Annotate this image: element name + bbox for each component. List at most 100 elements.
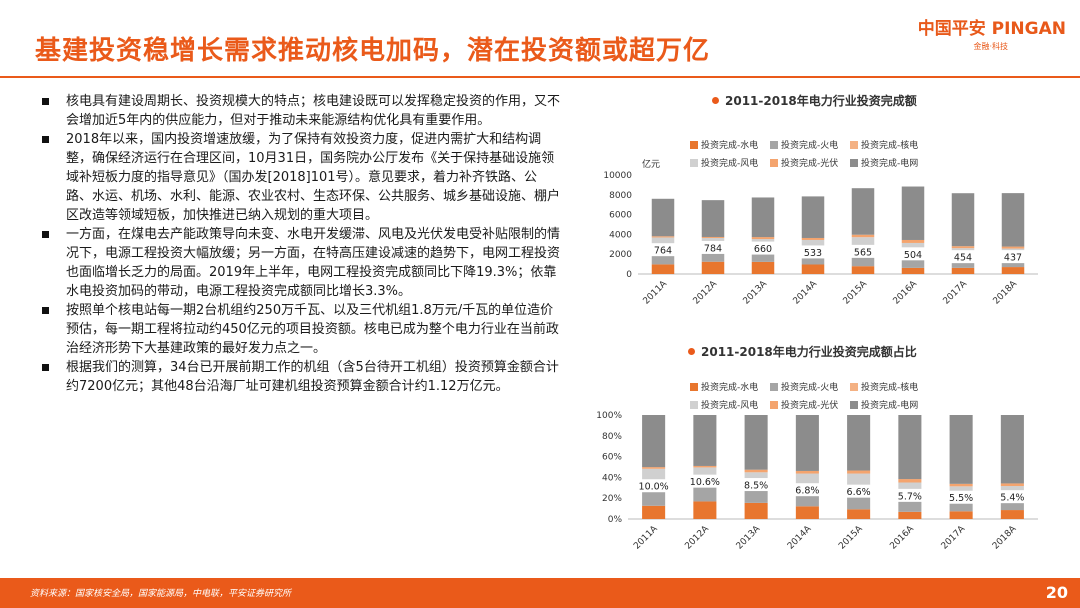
chart2-data-label-bg bbox=[894, 488, 926, 502]
chart1-x-tick-label: 2011A bbox=[641, 278, 669, 306]
chart2-bar-segment bbox=[744, 472, 768, 481]
chart2-bar-segment bbox=[642, 468, 666, 482]
chart1-legend-swatch bbox=[690, 141, 698, 149]
chart1-bar-segment bbox=[751, 251, 775, 262]
chart2-legend-label: 投资完成-电网 bbox=[861, 399, 918, 411]
footer-bar: 资料来源：国家核安全局，国家能源局，中电联，平安证券研究所 20 bbox=[0, 578, 1080, 608]
bullet-list: 核电具有建设周期长、投资规模大的特点；核电建设既可以发挥稳定投资的作用，又不会增… bbox=[40, 92, 560, 396]
chart1-legend-label: 投资完成-火电 bbox=[781, 139, 838, 151]
chart1-bar-segment bbox=[851, 234, 875, 238]
chart2-bar-segment bbox=[642, 415, 666, 468]
chart1-y-tick-label: 0 bbox=[626, 270, 632, 280]
chart2-bar-segment bbox=[795, 493, 819, 507]
chart1-y-unit: 亿元 bbox=[642, 158, 660, 170]
bullet-square-icon bbox=[42, 307, 49, 314]
bullet-text: 2018年以来，国内投资增速放缓，为了保持有效投资力度，促进内需扩大和结构调整，… bbox=[66, 132, 561, 223]
chart1-data-label: 660 bbox=[754, 244, 772, 255]
chart1-x-tick-label: 2017A bbox=[942, 278, 970, 306]
chart2-bar-segment bbox=[847, 415, 871, 471]
chart2-bar-segment bbox=[898, 498, 922, 512]
chart2-bar-segment bbox=[795, 506, 819, 519]
chart1-bar-segment bbox=[801, 196, 825, 238]
chart2-bar-segment bbox=[642, 467, 666, 469]
bullet-text: 根据我们的测算，34台已开展前期工作的机组（含5台待开工机组）投资预算金额合计约… bbox=[66, 360, 559, 394]
chart2-bar-segment bbox=[949, 500, 973, 512]
chart2-title-text: 2011-2018年电力行业投资完成额占比 bbox=[701, 345, 917, 359]
chart1-x-tick-label: 2013A bbox=[741, 278, 769, 306]
chart1-bar-segment bbox=[651, 264, 675, 274]
bullet-item: 按照单个核电站每一期2台机组约250万千瓦、以及三代机组1.8万元/千瓦的单位造… bbox=[40, 301, 560, 358]
chart2-y-tick-label: 80% bbox=[602, 432, 622, 442]
chart2-legend-label: 投资完成-核电 bbox=[861, 381, 918, 393]
bullet-square-icon bbox=[42, 136, 49, 143]
company-logo: 中国平安 PINGAN 金融·科技 bbox=[918, 14, 1066, 52]
chart2-bar-segment bbox=[1000, 499, 1024, 511]
chart2-data-label-bg bbox=[945, 490, 977, 504]
chart1-bar-segment bbox=[901, 267, 925, 274]
chart2-bar-segment bbox=[693, 467, 717, 477]
chart1-data-label-bg bbox=[950, 250, 976, 264]
chart1-bar-segment bbox=[951, 259, 975, 268]
chart1-bar-segment bbox=[951, 193, 975, 247]
bullet-text: 核电具有建设周期长、投资规模大的特点；核电建设既可以发挥稳定投资的作用，又不会增… bbox=[66, 94, 561, 128]
chart2-bar-segment bbox=[693, 501, 717, 519]
chart1-legend-swatch bbox=[690, 159, 698, 167]
chart2-data-label-bg bbox=[791, 483, 823, 497]
chart1-bar-segment bbox=[851, 266, 875, 274]
chart1-bar-segment bbox=[901, 186, 925, 240]
chart2-data-label: 5.5% bbox=[949, 493, 973, 504]
chart1-data-label: 437 bbox=[1004, 253, 1022, 264]
chart1-title-text: 2011-2018年电力行业投资完成额 bbox=[725, 94, 917, 108]
chart2-bar-segment bbox=[1000, 483, 1024, 487]
chart2-bar-segment bbox=[693, 487, 717, 502]
chart1-legend-swatch bbox=[850, 141, 858, 149]
chart1-bar-segment bbox=[951, 267, 975, 274]
chart2-y-tick-label: 40% bbox=[602, 473, 622, 483]
chart1-bar-segment bbox=[801, 239, 825, 250]
chart1-data-label: 764 bbox=[654, 246, 672, 257]
chart2-bar-segment bbox=[898, 415, 922, 480]
chart2-bar-segment bbox=[642, 491, 666, 506]
chart2-title: 2011-2018年电力行业投资完成额占比 bbox=[688, 343, 917, 360]
chart2-y-tick-label: 100% bbox=[596, 411, 622, 421]
chart2-data-label-bg bbox=[843, 484, 875, 498]
chart1-data-label: 454 bbox=[954, 253, 972, 264]
chart2-bar-segment bbox=[795, 415, 819, 471]
chart1-legend-label: 投资完成-风电 bbox=[701, 157, 758, 169]
chart1-bar-segment bbox=[1001, 267, 1025, 274]
chart2-bar-segment bbox=[795, 470, 819, 474]
chart2-legend-label: 投资完成-风电 bbox=[701, 399, 758, 411]
chart2-x-tick-label: 2018A bbox=[991, 523, 1019, 551]
chart1-bar-segment bbox=[751, 237, 775, 240]
chart1-bar-segment bbox=[1001, 193, 1025, 247]
chart1-bar-segment bbox=[851, 254, 875, 267]
chart1-bar-segment bbox=[651, 236, 675, 238]
chart2-bar-segment bbox=[847, 473, 871, 489]
chart2-data-label-bg bbox=[686, 474, 724, 488]
chart2-y-tick-label: 0% bbox=[608, 515, 623, 525]
chart1-x-tick-label: 2016A bbox=[892, 278, 920, 306]
chart1-bar-segment bbox=[801, 264, 825, 274]
chart2-y-tick-label: 60% bbox=[602, 453, 622, 463]
chart2-data-label-bg bbox=[996, 490, 1028, 504]
bullet-item: 2018年以来，国内投资增速放缓，为了保持有效投资力度，促进内需扩大和结构调整，… bbox=[40, 130, 560, 225]
chart2-x-tick-label: 2013A bbox=[735, 523, 763, 551]
chart2-legend-label: 投资完成-火电 bbox=[781, 381, 838, 393]
chart2-bar-segment bbox=[744, 415, 768, 470]
chart2-bar-segment bbox=[693, 415, 717, 466]
chart1-data-label-bg bbox=[1000, 250, 1026, 264]
chart2-data-label: 5.7% bbox=[898, 491, 922, 502]
bullet-square-icon bbox=[42, 231, 49, 238]
chart1-data-label: 533 bbox=[804, 248, 822, 259]
chart2-data-label: 5.4% bbox=[1000, 493, 1024, 504]
chart2-bar-segment bbox=[949, 415, 973, 484]
chart1-data-label-bg bbox=[800, 245, 826, 259]
chart1-x-tick-label: 2012A bbox=[691, 278, 719, 306]
chart2-bar-segment bbox=[847, 495, 871, 510]
chart2-x-tick-label: 2016A bbox=[888, 523, 916, 551]
chart1-legend-swatch bbox=[770, 141, 778, 149]
chart1-bar-segment bbox=[751, 197, 775, 238]
chart2-bar-segment bbox=[744, 502, 768, 519]
chart2-legend-label: 投资完成-光伏 bbox=[781, 399, 838, 411]
chart1-data-label: 504 bbox=[904, 250, 922, 261]
